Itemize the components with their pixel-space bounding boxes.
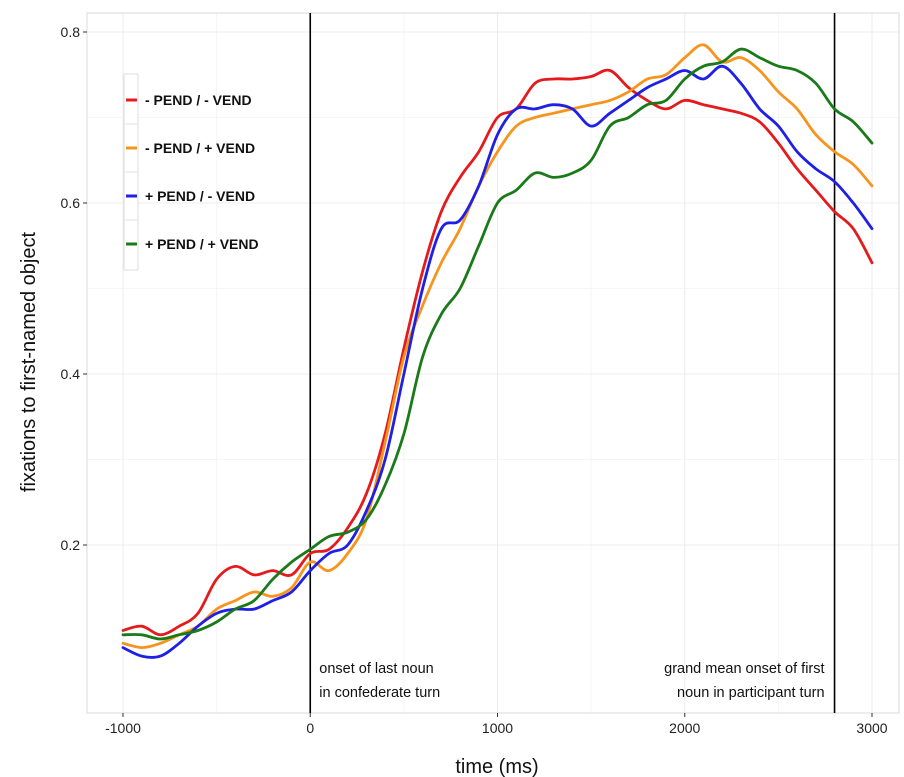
reference-lines <box>309 13 836 713</box>
annotations: onset of last noun in confederate turn gra… <box>319 661 824 701</box>
y-tick-label: 0.6 <box>61 195 81 211</box>
plot-panel-border <box>86 12 900 714</box>
x-tick-label: 0 <box>306 720 314 736</box>
legend-label: - PEND / - VEND <box>145 92 252 108</box>
annotation-text: in confederate turn <box>319 685 440 701</box>
x-tick-label: 1000 <box>482 720 513 736</box>
legend: - PEND / - VEND - PEND / + VEND + PEND / -… <box>123 73 259 271</box>
axis-ticks: -1000 0 1000 2000 3000 0.2 0.4 0.6 0.8 <box>61 24 888 736</box>
x-tick-label: -1000 <box>105 720 141 736</box>
y-tick-label: 0.8 <box>61 24 81 40</box>
x-tick-label: 2000 <box>669 720 700 736</box>
y-axis-title: fixations to first-named object <box>18 232 40 493</box>
x-tick-label: 3000 <box>856 720 887 736</box>
legend-label: - PEND / + VEND <box>145 140 255 156</box>
series-line-2 <box>121 43 874 649</box>
legend-label: + PEND / + VEND <box>145 236 259 252</box>
legend-label: + PEND / - VEND <box>145 188 255 204</box>
series-line-1 <box>121 68 874 637</box>
annotation-text: grand mean onset of first <box>664 661 824 677</box>
series-line-4 <box>121 47 874 641</box>
series-line-3 <box>121 64 874 659</box>
annotation-text: noun in participant turn <box>677 685 825 701</box>
y-tick-label: 0.2 <box>61 537 81 553</box>
y-tick-label: 0.4 <box>61 366 81 382</box>
series-lines <box>121 43 874 659</box>
annotation-text: onset of last noun <box>319 661 433 677</box>
grid-lines <box>87 13 899 713</box>
x-axis-title: time (ms) <box>455 756 538 777</box>
